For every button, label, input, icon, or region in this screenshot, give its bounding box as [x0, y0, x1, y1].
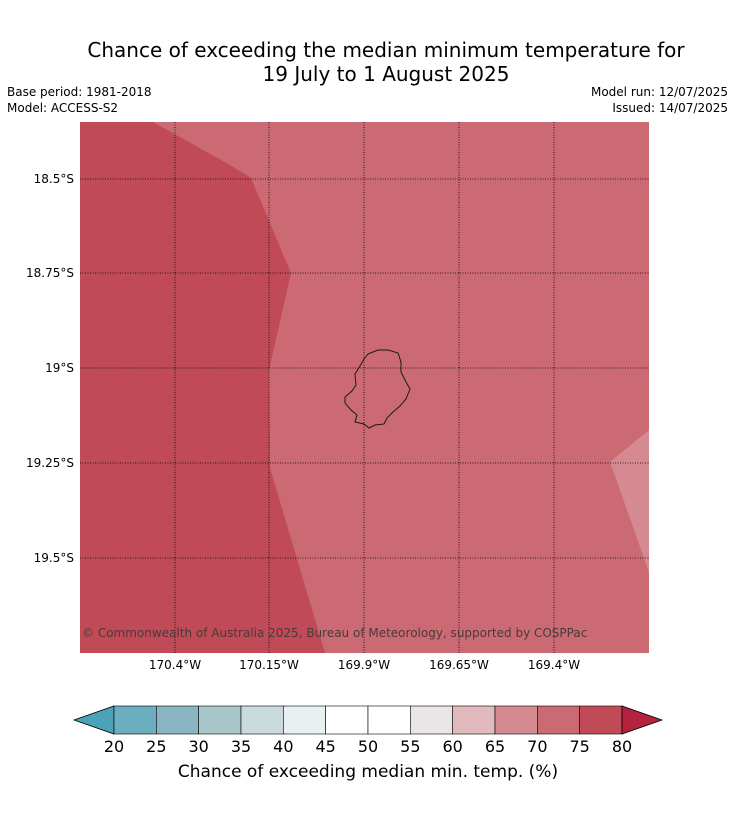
lon-label: 169.9°W [337, 658, 391, 672]
model-name: Model: ACCESS-S2 [7, 101, 119, 115]
colorbar-segment [452, 705, 496, 735]
model-run: Model run: 12/07/2025 [590, 85, 728, 99]
gridlines [80, 122, 649, 653]
colorbar-tick-label: 35 [230, 737, 252, 756]
lon-label: 169.65°W [429, 658, 489, 672]
lat-label: 19.25°S [26, 456, 74, 470]
colorbar-segment [113, 705, 157, 735]
colorbar-segment [325, 705, 369, 735]
colorbar-tick-label: 45 [315, 737, 336, 756]
colorbar-tick-label: 50 [357, 737, 379, 756]
lon-label: 170.15°W [239, 658, 299, 672]
lon-label: 170.4°W [148, 658, 202, 672]
title-line-1: Chance of exceeding the median minimum t… [87, 38, 685, 62]
colorbar-tick-label: 55 [400, 737, 421, 756]
colorbar-tick-label: 75 [569, 737, 590, 756]
colorbar-tick-label: 70 [527, 737, 548, 756]
map-title: Chance of exceeding the median minimum t… [0, 38, 736, 86]
issued-date: Issued: 14/07/2025 [612, 101, 728, 115]
colorbar-tick-label: 60 [442, 737, 463, 756]
region-70-75 [153, 122, 649, 653]
lat-label: 18.5°S [33, 172, 74, 186]
lon-label: 169.4°W [527, 658, 581, 672]
lat-label: 19°S [45, 361, 74, 375]
colorbar-segment [367, 705, 411, 735]
colorbar-segment [156, 705, 199, 735]
lat-label: 18.75°S [26, 266, 74, 280]
colorbar-tick-label: 30 [188, 737, 209, 756]
colorbar-segment [283, 705, 326, 735]
colorbar-extend-high [621, 705, 664, 735]
base-period: Base period: 1981-2018 [7, 85, 152, 99]
colorbar-extend-low [72, 705, 115, 735]
colorbar-segment [410, 705, 453, 735]
niue-coastline [344, 349, 411, 429]
colorbar-tick-label: 40 [273, 737, 294, 756]
colorbar-segment [494, 705, 538, 735]
meta-right: Model run: 12/07/2025 Issued: 14/07/2025 [591, 84, 728, 116]
title-line-2: 19 July to 1 August 2025 [262, 62, 510, 86]
copyright-notice: © Commonwealth of Australia 2025, Bureau… [82, 626, 588, 640]
colorbar-segment [198, 705, 242, 735]
colorbar-tick-label: 25 [146, 737, 167, 756]
colorbar-segment [240, 705, 284, 735]
colorbar-tick-label: 65 [484, 737, 506, 756]
colorbar-segment [579, 705, 623, 735]
map-panel [80, 122, 649, 653]
region-65-70 [610, 430, 649, 572]
meta-left: Base period: 1981-2018 Model: ACCESS-S2 [7, 84, 152, 116]
colorbar-segment [537, 705, 580, 735]
lat-label: 19.5°S [33, 551, 74, 565]
colorbar-tick-label: 80 [611, 737, 633, 756]
colorbar-label: Chance of exceeding median min. temp. (%… [177, 762, 559, 782]
colorbar-tick-label: 20 [103, 737, 125, 756]
